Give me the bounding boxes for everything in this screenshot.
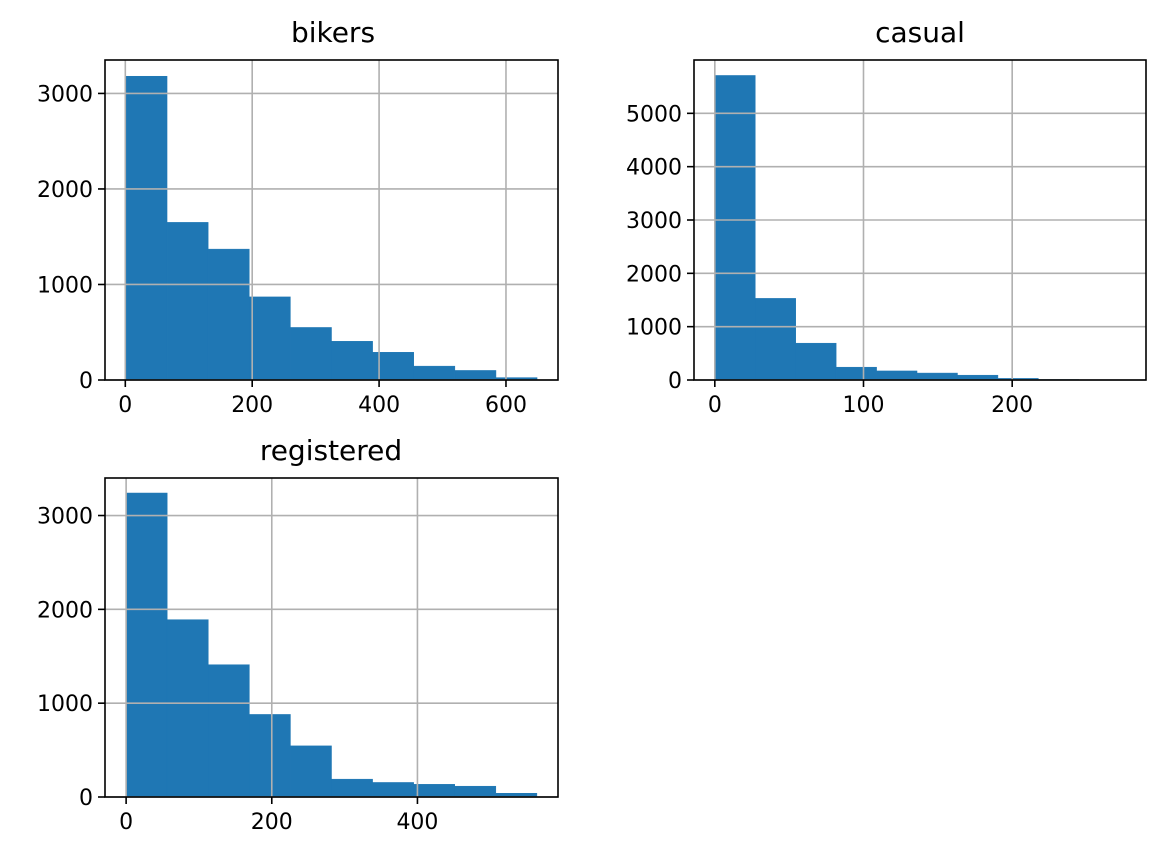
- histogram-bar: [454, 785, 497, 798]
- histogram-bar: [290, 745, 332, 798]
- y-tick-label: 5000: [626, 102, 682, 127]
- histogram-bar: [413, 365, 456, 381]
- histogram-bar: [290, 327, 332, 381]
- panel-registered: registered 0 200 400 0 1000 2000 3000: [37, 434, 559, 835]
- axes-frame: [104, 59, 559, 381]
- panel-title-bikers: bikers: [291, 16, 375, 49]
- histogram-bar: [331, 778, 373, 798]
- x-tick-label: 100: [843, 393, 885, 418]
- histogram-bar: [755, 298, 796, 381]
- axes-frame: [104, 477, 559, 798]
- histogram-bar: [208, 664, 250, 798]
- x-tick-label: 400: [358, 393, 400, 418]
- y-tick-label: 2000: [37, 598, 93, 623]
- histogram-bar: [372, 782, 414, 798]
- histogram-bar: [714, 75, 756, 381]
- y-tick-label: 0: [668, 369, 682, 394]
- x-tick-label: 400: [396, 810, 438, 835]
- y-tick-label: 2000: [37, 178, 93, 203]
- x-tick-label: 200: [231, 393, 273, 418]
- y-tick-label: 0: [79, 369, 93, 394]
- histogram-bar: [166, 619, 209, 798]
- y-tick-label: 1000: [37, 692, 93, 717]
- histogram-bar: [125, 492, 168, 798]
- panel-title-casual: casual: [875, 16, 965, 49]
- x-tick-label: 600: [485, 393, 527, 418]
- x-tick-label: 200: [251, 810, 293, 835]
- y-tick-label: 4000: [626, 156, 682, 181]
- histogram-bar: [125, 75, 168, 381]
- histogram-bar: [454, 370, 497, 381]
- panel-title-registered: registered: [260, 434, 402, 467]
- x-tick-label: 0: [119, 810, 133, 835]
- histogram-bar: [835, 366, 877, 381]
- histogram-bar: [795, 342, 837, 381]
- histogram-bar: [166, 222, 209, 381]
- histogram-bar: [413, 784, 455, 798]
- y-tick-label: 0: [79, 786, 93, 811]
- histogram-bar: [876, 370, 918, 381]
- y-tick-label: 2000: [626, 262, 682, 287]
- panel-bikers: bikers 0 200 400 600 0 1000 2000 3000: [37, 16, 559, 418]
- histogram-bar: [249, 296, 291, 381]
- x-tick-label: 0: [708, 393, 722, 418]
- histogram-bar: [331, 341, 373, 381]
- x-tick-label: 200: [991, 393, 1033, 418]
- histogram-bar: [249, 714, 291, 798]
- y-tick-label: 1000: [37, 273, 93, 298]
- histogram-bar: [207, 248, 250, 381]
- y-tick-label: 3000: [37, 82, 93, 107]
- y-tick-label: 1000: [626, 316, 682, 341]
- histogram-bar: [916, 372, 958, 381]
- x-tick-label: 0: [118, 393, 132, 418]
- y-tick-label: 3000: [37, 505, 93, 530]
- y-tick-label: 3000: [626, 209, 682, 234]
